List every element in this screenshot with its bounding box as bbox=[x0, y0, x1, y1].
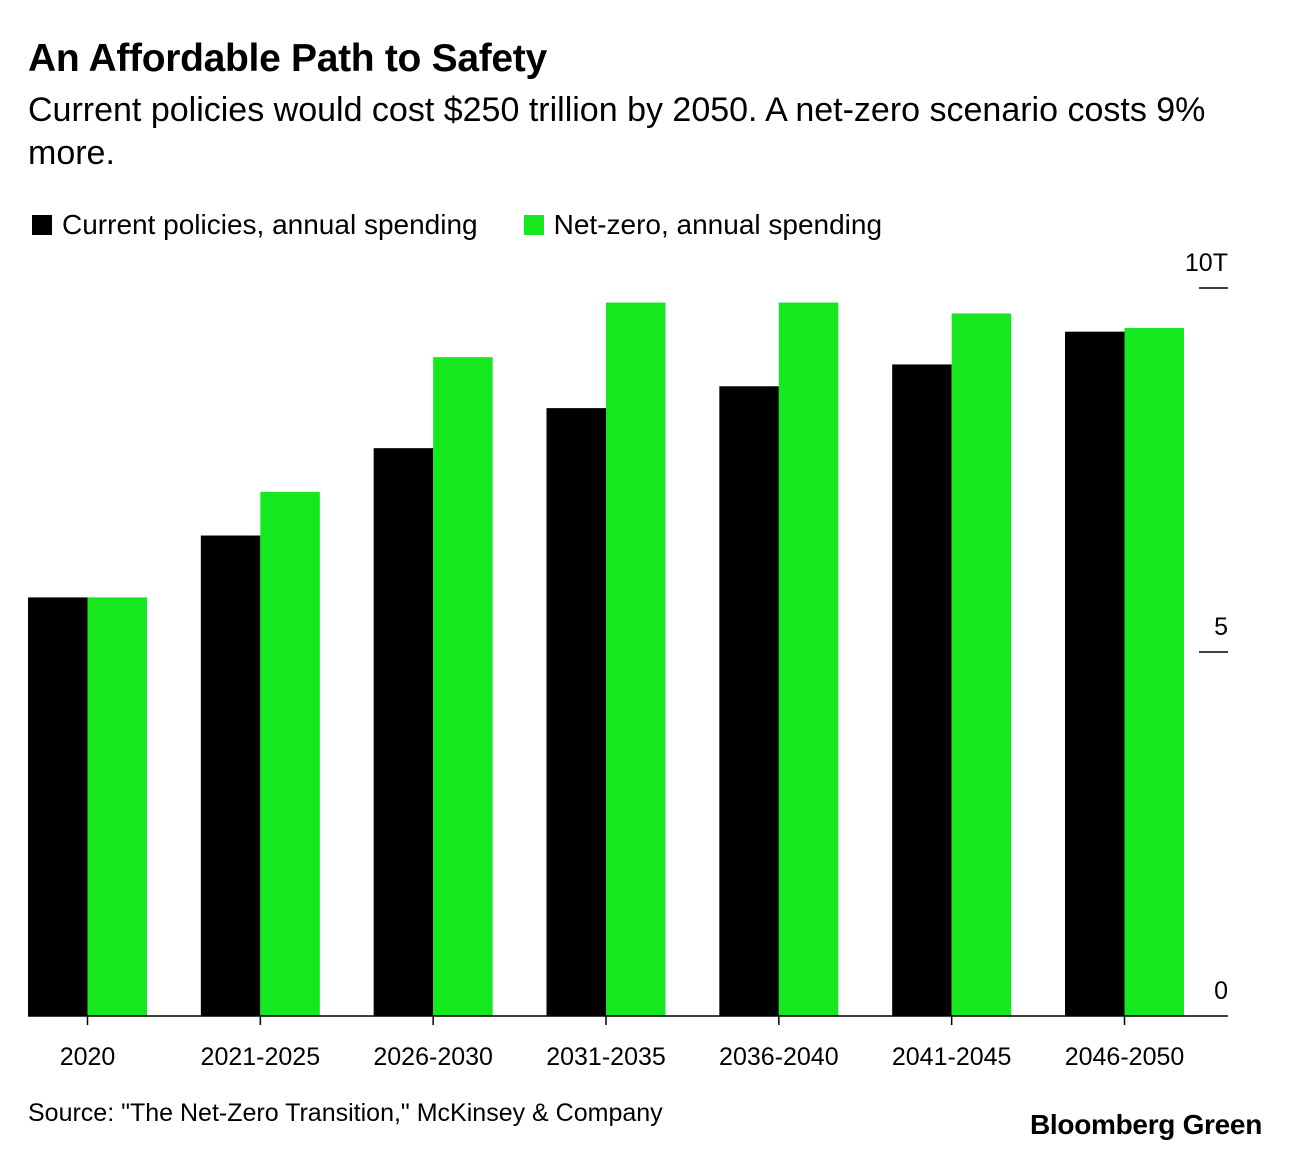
bar-current-policies-2046-2050 bbox=[1065, 331, 1125, 1016]
bar-current-policies-2026-2030 bbox=[373, 448, 434, 1016]
y-tick-label-0: 0 bbox=[1214, 977, 1228, 1005]
source-note: Source: "The Net-Zero Transition," McKin… bbox=[28, 1099, 663, 1127]
bar-net-zero-2020 bbox=[87, 597, 147, 1016]
bar-current-policies-2041-2045 bbox=[892, 364, 952, 1016]
bar-net-zero-2036-2040 bbox=[778, 302, 839, 1016]
chart-subtitle: Current policies would cost $250 trillio… bbox=[28, 91, 1206, 172]
bar-current-policies-2021-2025 bbox=[200, 535, 261, 1016]
x-tick-label-2031-2035: 2031-2035 bbox=[546, 1043, 666, 1071]
bar-net-zero-2021-2025 bbox=[260, 491, 320, 1017]
bar-net-zero-2026-2030 bbox=[433, 357, 493, 1016]
legend-item-net-zero: Net-zero, annual spending bbox=[523, 209, 883, 241]
x-tick-label-2041-2045: 2041-2045 bbox=[892, 1043, 1012, 1071]
bar-net-zero-2041-2045 bbox=[951, 313, 1012, 1017]
legend-item-current-policies: Current policies, annual spending bbox=[32, 209, 478, 241]
x-tick-label-2046-2050: 2046-2050 bbox=[1065, 1043, 1185, 1071]
bar-current-policies-2036-2040 bbox=[719, 386, 779, 1016]
bar-current-policies-2020 bbox=[28, 597, 88, 1016]
x-tick-label-2036-2040: 2036-2040 bbox=[719, 1043, 839, 1071]
chart-legend: Current policies, annual spending Net-ze… bbox=[32, 205, 928, 245]
x-tick-label-2020: 2020 bbox=[60, 1043, 116, 1071]
x-tick-label-2021-2025: 2021-2025 bbox=[201, 1043, 321, 1071]
legend-swatch-net-zero bbox=[523, 215, 544, 235]
chart-title: An Affordable Path to Safety bbox=[28, 37, 547, 80]
brand-logo: Bloomberg Green bbox=[1030, 1109, 1262, 1140]
bar-chart: 2020 2021-2025 2026-2030 2031-2035 2036-2040… bbox=[28, 249, 1228, 1071]
x-tick-label-2026-2030: 2026-2030 bbox=[373, 1043, 493, 1071]
bar-net-zero-2031-2035 bbox=[606, 302, 666, 1016]
legend-swatch-current-policies bbox=[32, 215, 52, 235]
bar-net-zero-2046-2050 bbox=[1124, 328, 1184, 1016]
legend-label-current-policies: Current policies, annual spending bbox=[62, 209, 478, 240]
y-tick-label-10: 10T bbox=[1185, 249, 1228, 277]
bar-current-policies-2031-2035 bbox=[546, 408, 606, 1016]
legend-label-net-zero: Net-zero, annual spending bbox=[553, 209, 883, 240]
y-tick-label-5: 5 bbox=[1214, 613, 1228, 641]
